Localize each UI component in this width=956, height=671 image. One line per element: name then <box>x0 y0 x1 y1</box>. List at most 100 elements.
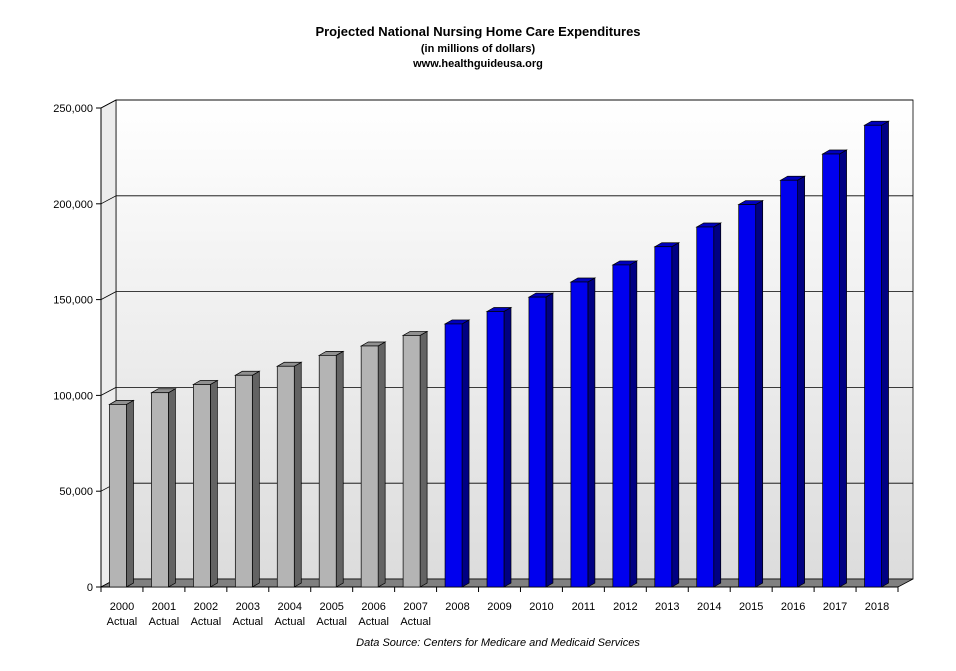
bar-side <box>210 379 218 588</box>
bar-2005 <box>317 350 345 588</box>
x-tick-label: 2013 <box>655 601 679 613</box>
axis-labels: 0 50,000 100,000 150,000 200,000 250,000 2000 A… <box>53 103 889 628</box>
x-tick-sublabel: Actual <box>191 616 222 628</box>
x-tick-label: 2003 <box>236 601 260 613</box>
x-tick-label: 2012 <box>613 601 637 613</box>
bar-2004 <box>275 361 303 588</box>
bar-2006 <box>359 341 387 588</box>
bar-front <box>738 204 757 588</box>
y-tick-label: 100,000 <box>53 390 93 402</box>
bar-front <box>822 153 840 588</box>
x-tick-label: 2017 <box>823 601 847 613</box>
bar-front <box>570 281 589 588</box>
x-tick-sublabel: Actual <box>149 616 180 628</box>
bar-2007 <box>401 330 429 588</box>
x-tick-label: 2010 <box>529 601 553 613</box>
bar-2008 <box>443 319 471 588</box>
y-tick-label: 150,000 <box>53 295 93 307</box>
bars <box>108 120 890 588</box>
bar-front <box>654 246 673 588</box>
bar-front <box>864 124 882 588</box>
x-tick-sublabel: Actual <box>274 616 305 628</box>
x-tick-label: 2005 <box>319 601 343 613</box>
bar-side <box>755 199 764 588</box>
x-tick-sublabel: Actual <box>316 616 347 628</box>
x-tick-label: 2007 <box>403 601 427 613</box>
bar-side <box>377 341 386 588</box>
bar-2014 <box>695 222 723 588</box>
bar-front <box>193 384 211 588</box>
bar-front <box>528 296 547 588</box>
bar-front <box>444 323 463 588</box>
x-tick-label: 2016 <box>781 601 805 613</box>
bar-front <box>612 264 631 588</box>
bar-side <box>587 277 596 588</box>
bar-side <box>713 222 722 588</box>
x-tick-label: 2006 <box>361 601 385 613</box>
x-tick-sublabel: Actual <box>358 616 389 628</box>
bar-front <box>360 345 379 588</box>
bar-front <box>486 311 505 588</box>
bar-2016 <box>779 175 806 588</box>
bar-2017 <box>821 149 848 588</box>
bar-side <box>629 260 638 588</box>
x-tick-label: 2002 <box>194 601 218 613</box>
bar-side <box>503 306 512 588</box>
chart-title: Projected National Nursing Home Care Exp… <box>315 24 641 39</box>
bar-front <box>402 335 421 588</box>
data-source-note: Data Source: Centers for Medicare and Me… <box>356 637 640 649</box>
y-tick-label: 200,000 <box>53 199 93 211</box>
y-tick-label: 50,000 <box>59 486 93 498</box>
gridline-depth <box>100 195 117 205</box>
bar-2015 <box>737 199 765 588</box>
bar-side <box>461 319 470 588</box>
bar-front <box>276 365 295 588</box>
x-tick-label: 2018 <box>865 601 889 613</box>
bar-2009 <box>485 306 513 588</box>
x-tick-sublabel: Actual <box>107 616 138 628</box>
bar-side <box>797 175 805 588</box>
y-tick-label: 250,000 <box>53 103 93 115</box>
bar-side <box>126 399 134 588</box>
bar-2012 <box>611 260 639 588</box>
bar-front <box>151 392 169 588</box>
bar-side <box>251 370 260 588</box>
bar-2018 <box>863 120 890 588</box>
x-tick-label: 2015 <box>739 601 763 613</box>
x-tick-label: 2000 <box>110 601 134 613</box>
bar-2001 <box>150 388 177 588</box>
bar-side <box>293 361 302 588</box>
x-tick-label: 2004 <box>278 601 302 613</box>
bar-2003 <box>233 370 261 588</box>
bar-side <box>671 242 680 588</box>
bar-side <box>881 120 889 588</box>
bar-side <box>168 388 176 588</box>
chart-subtitle: (in millions of dollars) <box>420 43 536 55</box>
bar-2000 <box>108 399 135 588</box>
x-tick-sublabel: Actual <box>233 616 264 628</box>
gridline-depth <box>100 99 117 109</box>
bar-side <box>335 350 344 588</box>
bar-2013 <box>653 242 681 588</box>
bar-2002 <box>192 379 219 588</box>
x-tick-label: 2008 <box>445 601 469 613</box>
x-tick-label: 2001 <box>152 601 176 613</box>
y-tick-label: 0 <box>87 582 93 594</box>
bar-2011 <box>569 277 597 588</box>
x-tick-sublabel: Actual <box>400 616 431 628</box>
bar-front <box>318 355 337 588</box>
x-tick-label: 2009 <box>487 601 511 613</box>
bar-side <box>545 292 554 588</box>
bar-front <box>780 179 798 588</box>
bar-side <box>839 149 847 588</box>
bar-front <box>234 374 253 588</box>
bar-2010 <box>527 292 555 588</box>
x-tick-label: 2014 <box>697 601 721 613</box>
bar-side <box>419 330 428 588</box>
x-tick-label: 2011 <box>572 601 596 613</box>
gridline-depth <box>100 291 117 300</box>
website-label: www.healthguideusa.org <box>413 58 543 70</box>
gridline-depth <box>100 387 117 396</box>
bar-front <box>109 404 127 588</box>
